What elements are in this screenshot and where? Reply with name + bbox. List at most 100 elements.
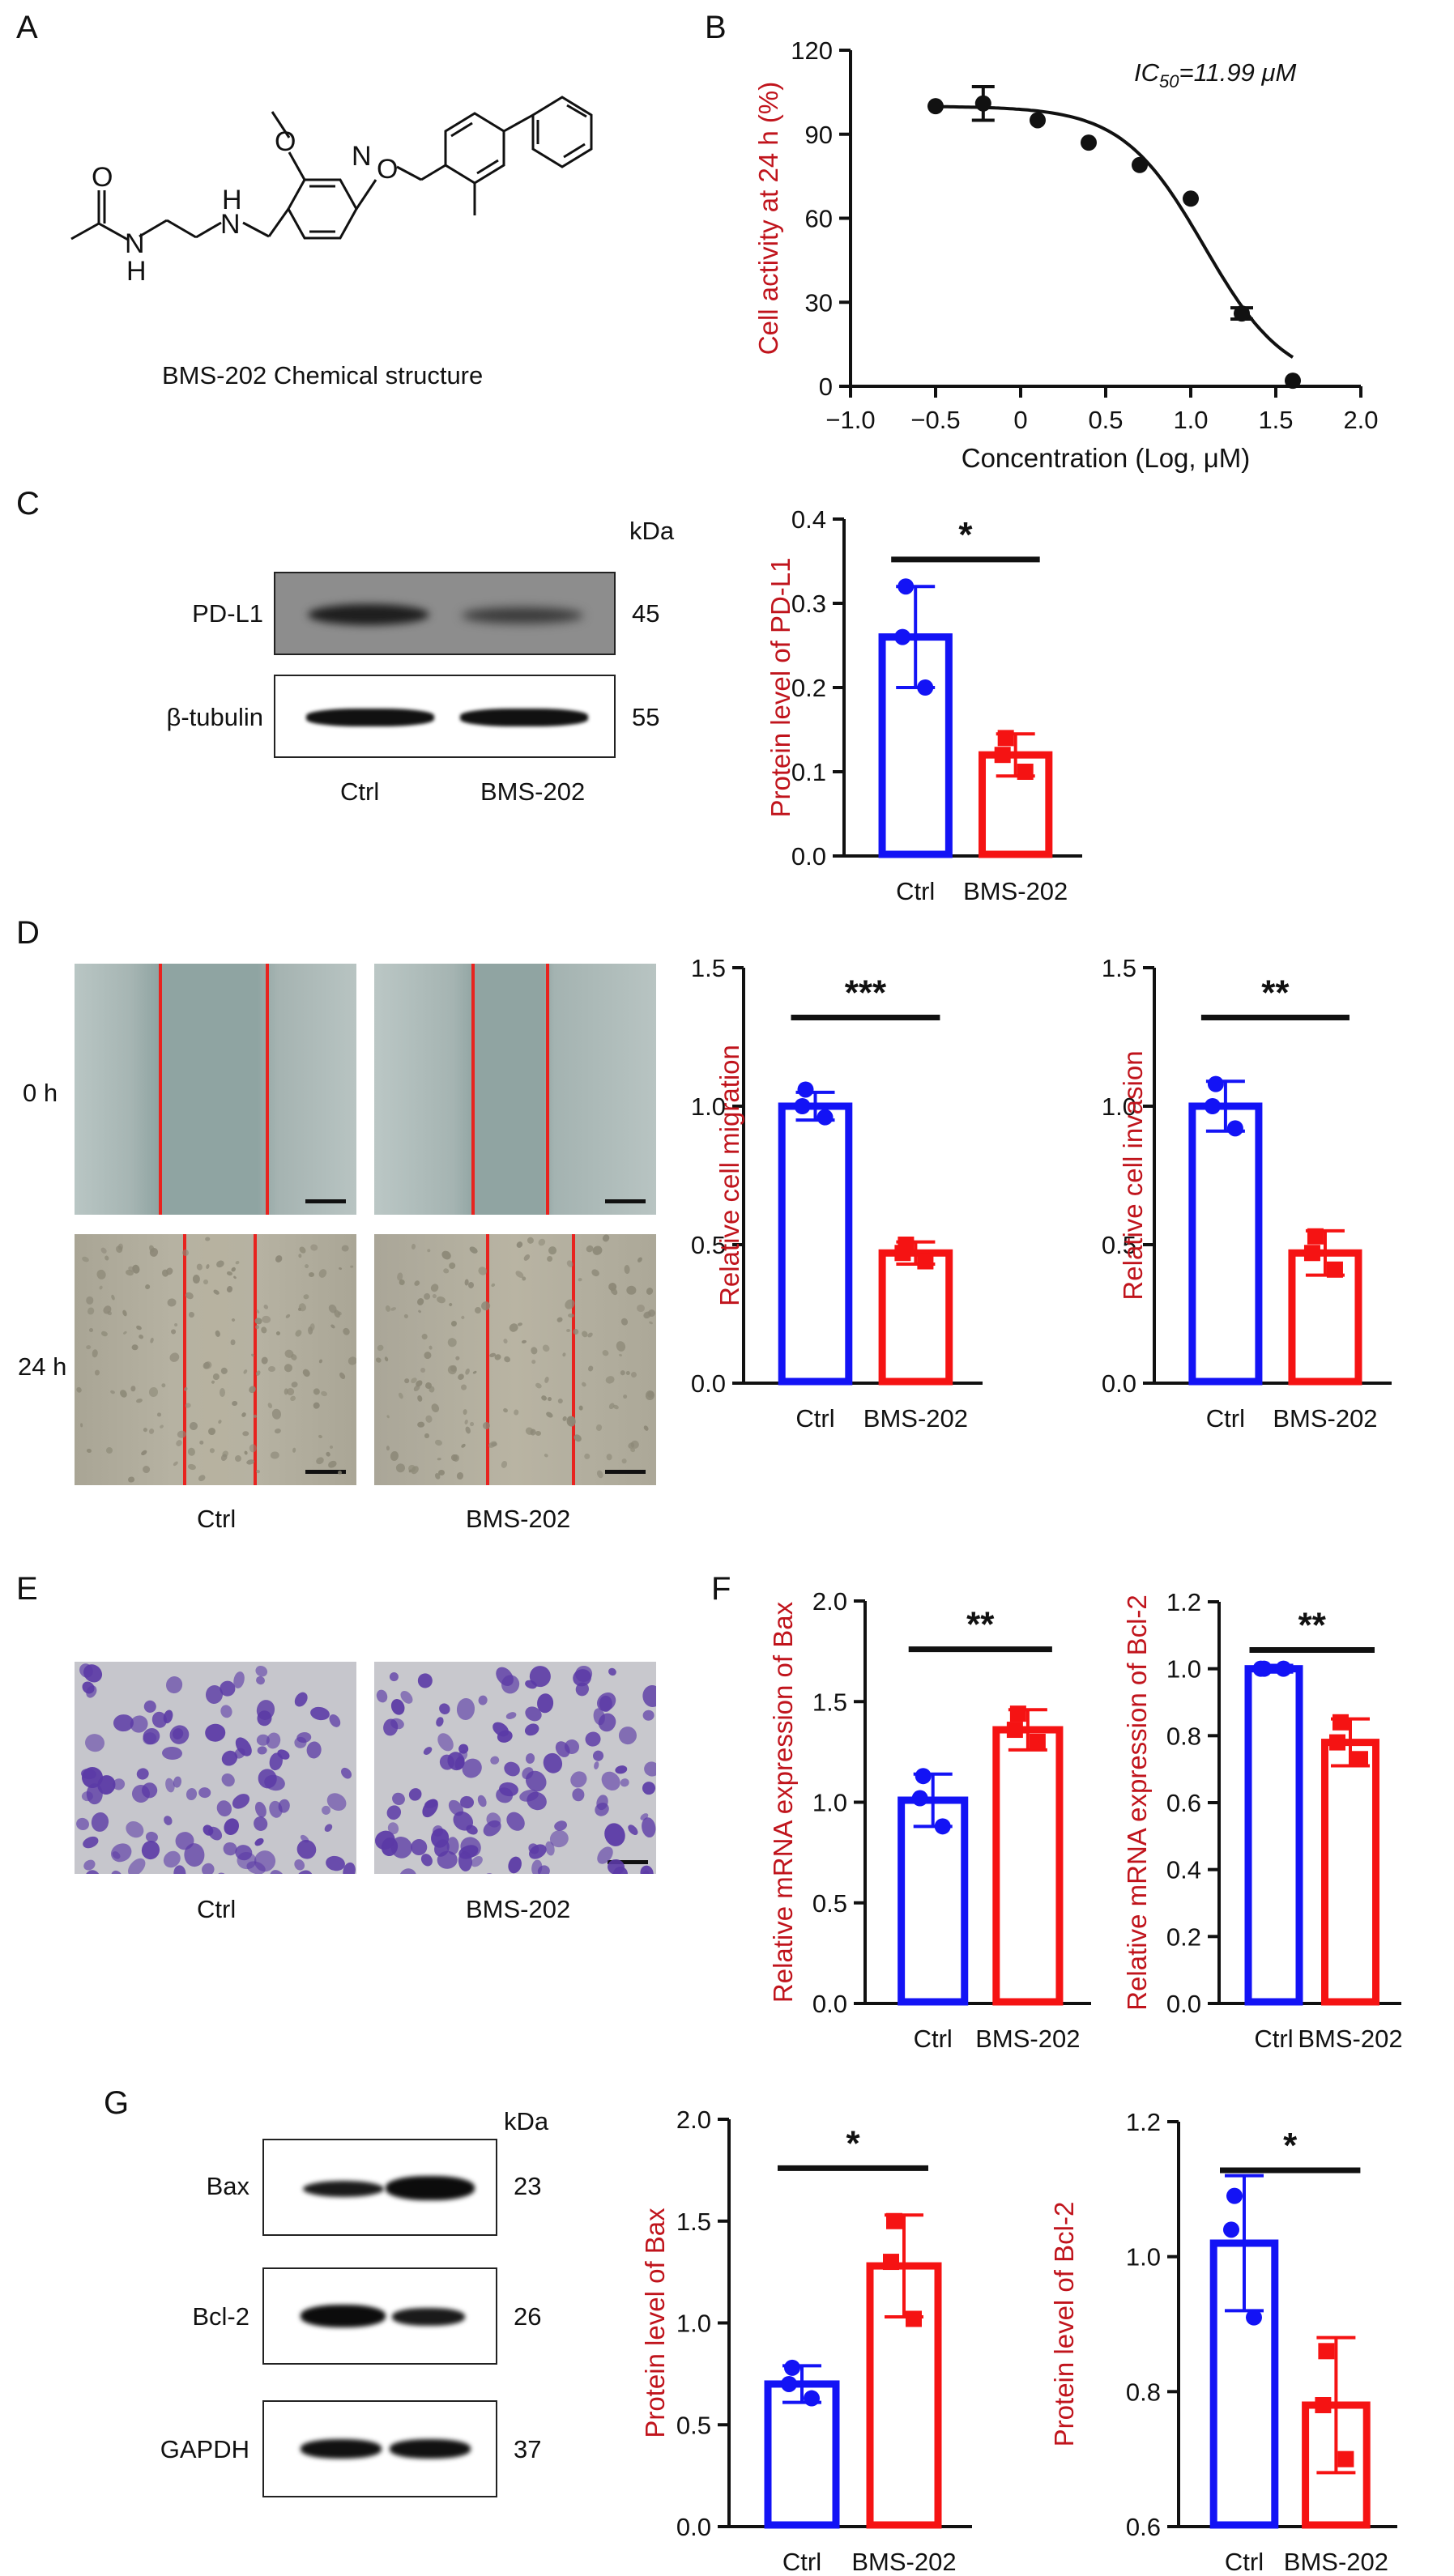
chart-g1-point-bms [886, 2212, 902, 2229]
chart-f1-point-bms [1006, 1722, 1023, 1739]
chart-g1-xtick-label: Ctrl [782, 2548, 821, 2576]
chart-f1-ytick-label: 1.0 [812, 1789, 847, 1817]
chart-d1-ytick-label: 1.5 [691, 954, 726, 982]
blot-g-row-label-bax: Bax [206, 2172, 249, 2200]
chart-b-xtick-label: −1.0 [825, 406, 875, 434]
blot-c-mw-tubulin: 55 [632, 703, 660, 731]
chart-b-ytick-label: 90 [805, 121, 833, 149]
blot-c-pdl1-band-bms [462, 607, 583, 624]
chart-b-point [1081, 134, 1097, 151]
chart-g1-point-ctrl [784, 2359, 800, 2376]
chart-b-point [974, 95, 991, 112]
chart-d2-ytick-label: 0.0 [1102, 1369, 1136, 1398]
image-d-row-label-0h: 0 h [23, 1079, 58, 1107]
chart-d1-ytick-label: 0.0 [691, 1369, 726, 1398]
blot-g-bax-band-bms [386, 2176, 475, 2200]
chart-g1-ytick-label: 1.5 [676, 2208, 711, 2236]
blot-c-tubulin-band-bms [460, 709, 588, 726]
chart-f2-ytick-label: 0.8 [1166, 1722, 1201, 1750]
chart-b-point [1030, 112, 1046, 129]
blot-g-gapdh-box [262, 2400, 497, 2497]
chart-g1-point-bms [906, 2310, 922, 2327]
panel-label-b: B [705, 10, 727, 45]
atom-h-amine: H [222, 185, 242, 215]
image-d-col-label-ctrl: Ctrl [197, 1505, 237, 1533]
image-e-col-label-bms: BMS-202 [466, 1895, 571, 1923]
atom-n-pyridine: N [352, 141, 372, 172]
chart-d2-ylabel: Relative cell invasion [1118, 1050, 1148, 1300]
blot-c-lane-bms: BMS-202 [480, 777, 586, 806]
chart-f2-point-bms [1352, 1751, 1368, 1768]
chart-g1-ytick-label: 0.5 [676, 2411, 711, 2439]
blot-g-bax-band-ctrl [303, 2181, 384, 2197]
chart-f1-point-bms [1029, 1733, 1046, 1750]
blot-g-row-label-bcl2: Bcl-2 [192, 2302, 249, 2331]
chart-g1-sig-label: * [846, 2123, 860, 2163]
chart-f1-point-ctrl [934, 1818, 951, 1835]
chart-g2-ytick-label: 1.0 [1126, 2243, 1161, 2272]
chart-f1-bar-ctrl [898, 1796, 969, 2006]
chart-b-xtick-label: 0 [1013, 406, 1027, 434]
chart-c-point-ctrl [898, 578, 915, 595]
atom-h-amide: H [126, 256, 147, 287]
chart-b-xtick-label: 2.0 [1343, 406, 1378, 434]
chart-g2-point-ctrl [1223, 2221, 1239, 2238]
chart-b-point [1183, 190, 1199, 207]
chart-f1-bar-bms [992, 1726, 1064, 2006]
chart-c-sig-label: * [958, 515, 973, 555]
image-e-col-label-ctrl: Ctrl [197, 1895, 237, 1923]
blot-g-mw-gapdh: 37 [514, 2435, 542, 2463]
chart-f2-ytick-label: 0.0 [1166, 1990, 1201, 2018]
chart-f1-point-bms [1009, 1705, 1026, 1722]
chart-c-xtick-label: Ctrl [896, 877, 935, 905]
atom-n-amine: N [220, 209, 241, 240]
chart-d2-point-bms [1303, 1245, 1320, 1262]
chart-g1-point-ctrl [781, 2375, 797, 2392]
chart-f1-point-ctrl [911, 1790, 928, 1807]
blot-c-pdl1-box [274, 572, 616, 655]
chart-g1-ytick-label: 2.0 [676, 2106, 711, 2134]
chart-g1-xtick-label: BMS-202 [851, 2548, 956, 2576]
panel-label-g: G [104, 2085, 130, 2121]
panel-label-c: C [16, 486, 40, 522]
chart-d2-ytick-label: 0.5 [1102, 1231, 1136, 1259]
chart-c-ylabel: Protein level of PD-L1 [765, 558, 795, 818]
chart-b-point [1285, 373, 1301, 390]
chemical-structure: O N H O N O H N [70, 96, 593, 287]
blot-c-row-label-tubulin: β-tubulin [166, 703, 263, 731]
image-d-bms-0h [374, 964, 656, 1215]
chart-d2-point-bms [1326, 1261, 1343, 1278]
blot-g-kda-label: kDa [504, 2107, 549, 2135]
chart-g2-point-ctrl [1246, 2309, 1262, 2326]
blot-g-row-label-gapdh: GAPDH [160, 2435, 249, 2463]
chart-c-point-bms [994, 747, 1011, 764]
chart-f2-sig-label: ** [1298, 1606, 1327, 1646]
chart-d1-ytick-label: 0.5 [691, 1231, 726, 1259]
blot-g-bcl2-box [262, 2267, 497, 2365]
chart-f2-ytick-label: 0.6 [1166, 1789, 1201, 1817]
chart-g2-point-bms [1315, 2397, 1332, 2413]
chart-g2-ylabel: Protein level of Bcl-2 [1049, 2202, 1079, 2447]
chart-d1-point-bms [894, 1245, 911, 1262]
chart-g1-bar-ctrl [764, 2380, 840, 2529]
chart-g2-point-bms [1337, 2450, 1354, 2467]
blot-g-gapdh-band-bms [390, 2439, 471, 2459]
chart-d1-point-ctrl [817, 1109, 834, 1126]
chart-d1-bar-ctrl [778, 1102, 853, 1386]
chart-d2-point-ctrl [1207, 1075, 1224, 1092]
chart-d1-point-ctrl [797, 1081, 814, 1098]
image-d-col-label-bms: BMS-202 [466, 1505, 571, 1533]
panel-label-f: F [711, 1571, 731, 1607]
chart-b-point [1132, 156, 1148, 173]
chart-b-xtick-label: 1.5 [1258, 406, 1293, 434]
blot-g-mw-bax: 23 [514, 2172, 542, 2200]
chart-f2-xtick-label: Ctrl [1254, 2025, 1293, 2053]
chart-d1-bar-bms [878, 1249, 953, 1386]
image-d-row-label-24h: 24 h [18, 1352, 67, 1381]
chart-g2-xtick-label: BMS-202 [1284, 2548, 1388, 2576]
chart-d1-point-ctrl [794, 1098, 811, 1114]
blot-c-mw-pdl1: 45 [632, 599, 660, 628]
chart-g2-ytick-label: 0.6 [1126, 2513, 1161, 2541]
chart-g1-ytick-label: 1.0 [676, 2310, 711, 2338]
atom-n-amide: N [125, 228, 145, 259]
